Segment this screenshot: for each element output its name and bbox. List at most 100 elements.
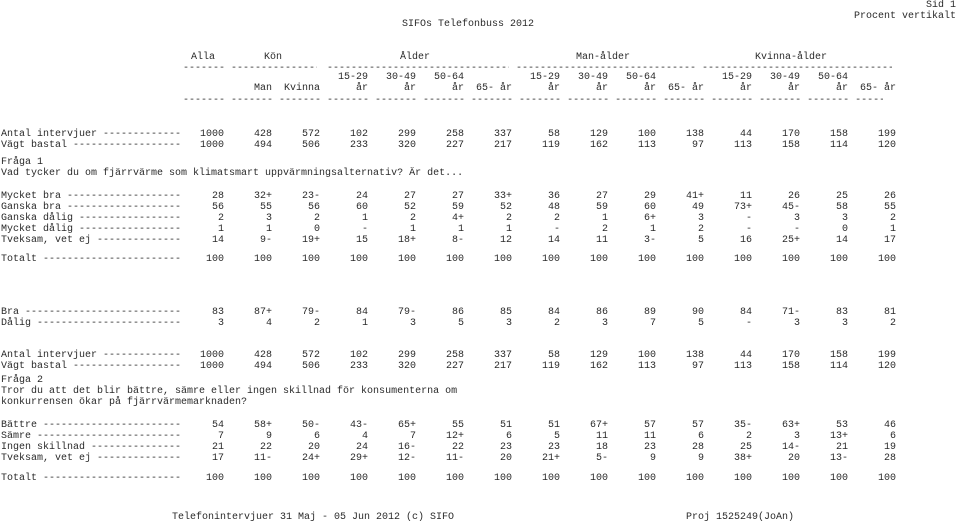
cell: 16	[739, 235, 752, 246]
cell: 2	[505, 213, 512, 224]
cell: 21	[835, 442, 848, 453]
cell: 1000	[199, 129, 224, 140]
subheader-bottom: Man Kvinna år år år 65- år år år år 65- år år år år 6…	[0, 83, 960, 95]
cell: 14-	[781, 442, 800, 453]
cell: 3	[841, 213, 848, 224]
cell: 17	[883, 235, 896, 246]
cell: 138	[685, 350, 704, 361]
cell: 1	[457, 224, 464, 235]
cell: 158	[781, 140, 800, 151]
cell: 3	[409, 318, 416, 329]
cell: 100	[541, 254, 560, 265]
cell: 100	[541, 473, 560, 484]
cell: 65- år	[475, 83, 512, 94]
cell: 51	[547, 420, 560, 431]
cell: 100	[493, 473, 512, 484]
cell: 320	[397, 361, 416, 372]
cell: 53	[835, 420, 848, 431]
row-label: Ganska dålig -----------------	[1, 213, 182, 224]
cell: 3	[217, 318, 224, 329]
cell: 81	[883, 307, 896, 318]
cell: 60	[355, 202, 368, 213]
cell: 12	[499, 235, 512, 246]
row-label: Tveksam, vet ej --------------	[1, 453, 182, 464]
cell: 57	[691, 420, 704, 431]
cell: 3	[793, 318, 800, 329]
cell: 71-	[781, 307, 800, 318]
cell: 100	[589, 473, 608, 484]
cell: 55	[259, 202, 272, 213]
cell: 9	[265, 431, 272, 442]
question-2-text-line-2: konkurrensen ökar på fjärrvärmemarknaden…	[1, 397, 248, 408]
cell: 100	[877, 473, 896, 484]
cell: 27	[451, 191, 464, 202]
cell: 162	[589, 361, 608, 372]
cell: 7	[217, 431, 224, 442]
cell: 30-49	[385, 72, 416, 83]
cell: 5-	[595, 453, 608, 464]
cell: 1	[361, 318, 368, 329]
cell: 170	[781, 350, 800, 361]
row-label: Bättre -----------------------	[1, 420, 182, 431]
cell: 119	[541, 361, 560, 372]
cell: 3	[265, 213, 272, 224]
cell: 56	[211, 202, 224, 213]
cell: 100	[301, 473, 320, 484]
cell: 114	[829, 361, 848, 372]
cell: 89	[643, 307, 656, 318]
cell: 100	[397, 473, 416, 484]
cell: 5	[553, 431, 560, 442]
cell: 5	[697, 235, 704, 246]
cell: 199	[877, 129, 896, 140]
cell: 65- år	[667, 83, 704, 94]
cell: 14	[835, 235, 848, 246]
cell: 100	[397, 254, 416, 265]
cell: 15-29	[529, 72, 560, 83]
cell: 51	[499, 420, 512, 431]
cell: 120	[877, 140, 896, 151]
cell: 33+	[493, 191, 512, 202]
cell: 21	[211, 442, 224, 453]
cell: 19+	[301, 235, 320, 246]
row-label: Tveksam, vet ej --------------	[1, 235, 182, 246]
cell: 9	[697, 453, 704, 464]
cell: -	[745, 213, 752, 224]
cell: 113	[733, 140, 752, 151]
cell: 24+	[301, 453, 320, 464]
cell: 25	[835, 191, 848, 202]
cell: 27	[403, 191, 416, 202]
cell: 114	[829, 140, 848, 151]
cell: 59	[595, 202, 608, 213]
cell: 102	[349, 129, 368, 140]
cell: 23	[643, 442, 656, 453]
cell: 84	[547, 307, 560, 318]
cell: 44	[739, 129, 752, 140]
cell: år	[739, 83, 752, 94]
group-alla: Alla	[191, 52, 216, 63]
cell: 84	[355, 307, 368, 318]
cell: 3	[505, 318, 512, 329]
cell: 4+	[451, 213, 464, 224]
cell: 100	[637, 350, 656, 361]
cell: 17	[211, 453, 224, 464]
cell: 6	[313, 431, 320, 442]
row-label: Antal intervjuer -------------	[1, 129, 182, 140]
rule-kon: ------------------------	[231, 63, 317, 74]
cell: 2	[697, 224, 704, 235]
group-man-alder: Man-ålder	[576, 52, 631, 63]
cell: 100	[781, 473, 800, 484]
cell: 100	[733, 254, 752, 265]
cell: 1	[217, 224, 224, 235]
cell: 45-	[781, 202, 800, 213]
cell: 258	[445, 129, 464, 140]
cell: 1	[649, 224, 656, 235]
row-label: Totalt -----------------------	[1, 473, 182, 484]
cell: år	[595, 83, 608, 94]
cell: 50-64	[625, 72, 656, 83]
cell: 25	[739, 442, 752, 453]
cell: -	[361, 224, 368, 235]
cell: 100	[829, 254, 848, 265]
cell: 3	[841, 318, 848, 329]
cell: 23	[547, 442, 560, 453]
cell: 26	[787, 191, 800, 202]
